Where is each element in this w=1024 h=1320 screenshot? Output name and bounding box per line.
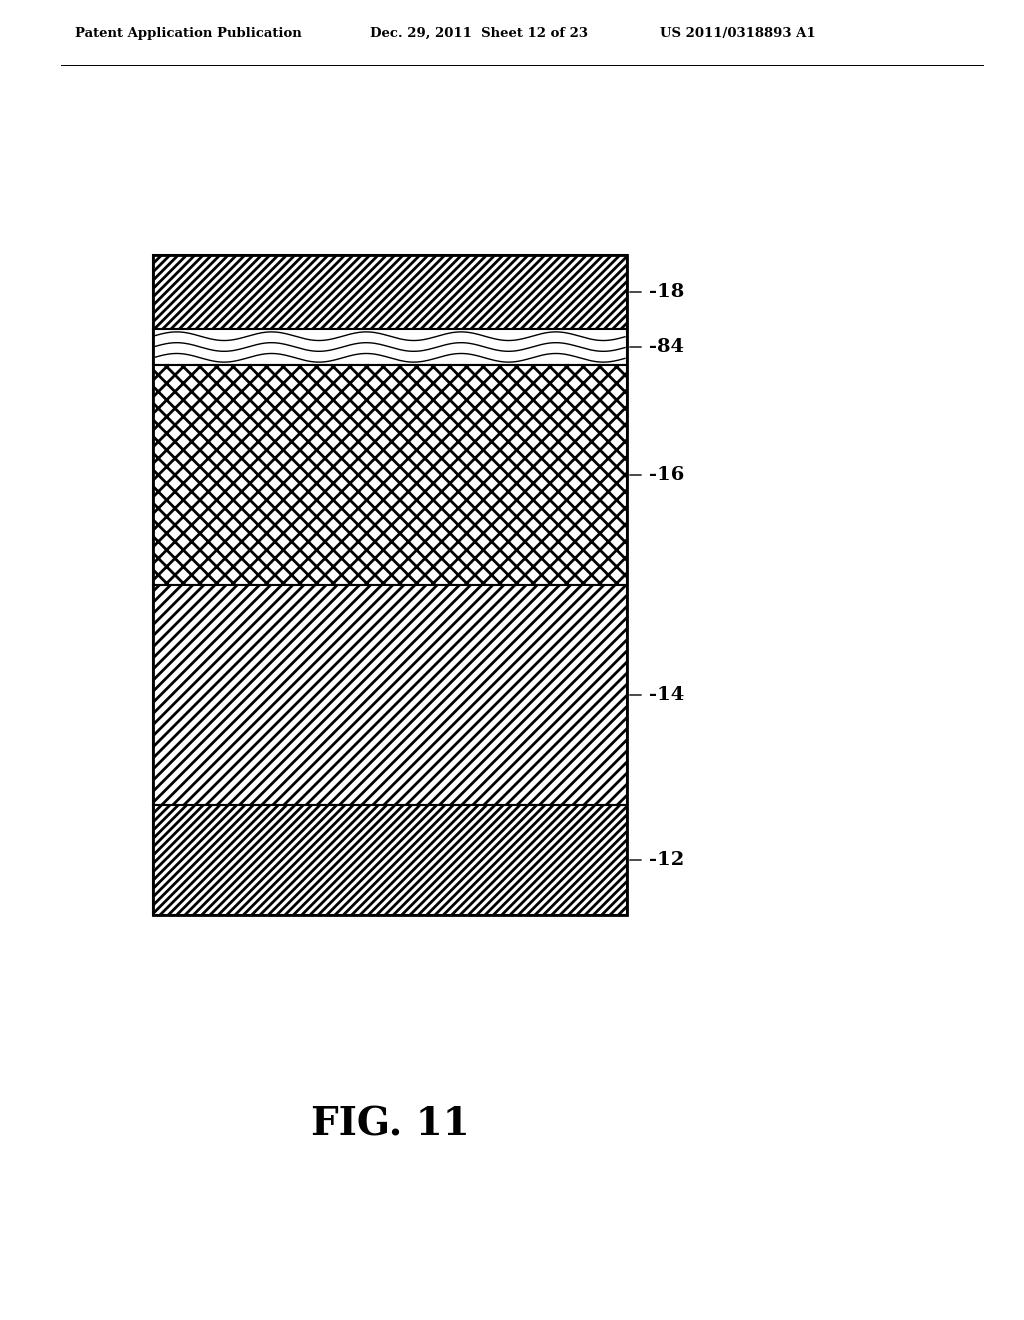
Text: -14: -14	[649, 686, 684, 704]
Text: Dec. 29, 2011  Sheet 12 of 23: Dec. 29, 2011 Sheet 12 of 23	[370, 26, 588, 40]
Bar	[153, 255, 627, 915]
Text: -84: -84	[649, 338, 684, 356]
Bar	[153, 329, 627, 366]
Bar	[153, 255, 627, 329]
Bar	[153, 366, 627, 585]
Text: Patent Application Publication: Patent Application Publication	[75, 26, 302, 40]
Text: -12: -12	[649, 851, 684, 869]
Text: FIG. 11: FIG. 11	[310, 1106, 469, 1144]
Text: -16: -16	[649, 466, 684, 484]
Text: US 2011/0318893 A1: US 2011/0318893 A1	[660, 26, 816, 40]
Bar	[153, 805, 627, 915]
Bar	[153, 585, 627, 805]
Text: -18: -18	[649, 282, 684, 301]
